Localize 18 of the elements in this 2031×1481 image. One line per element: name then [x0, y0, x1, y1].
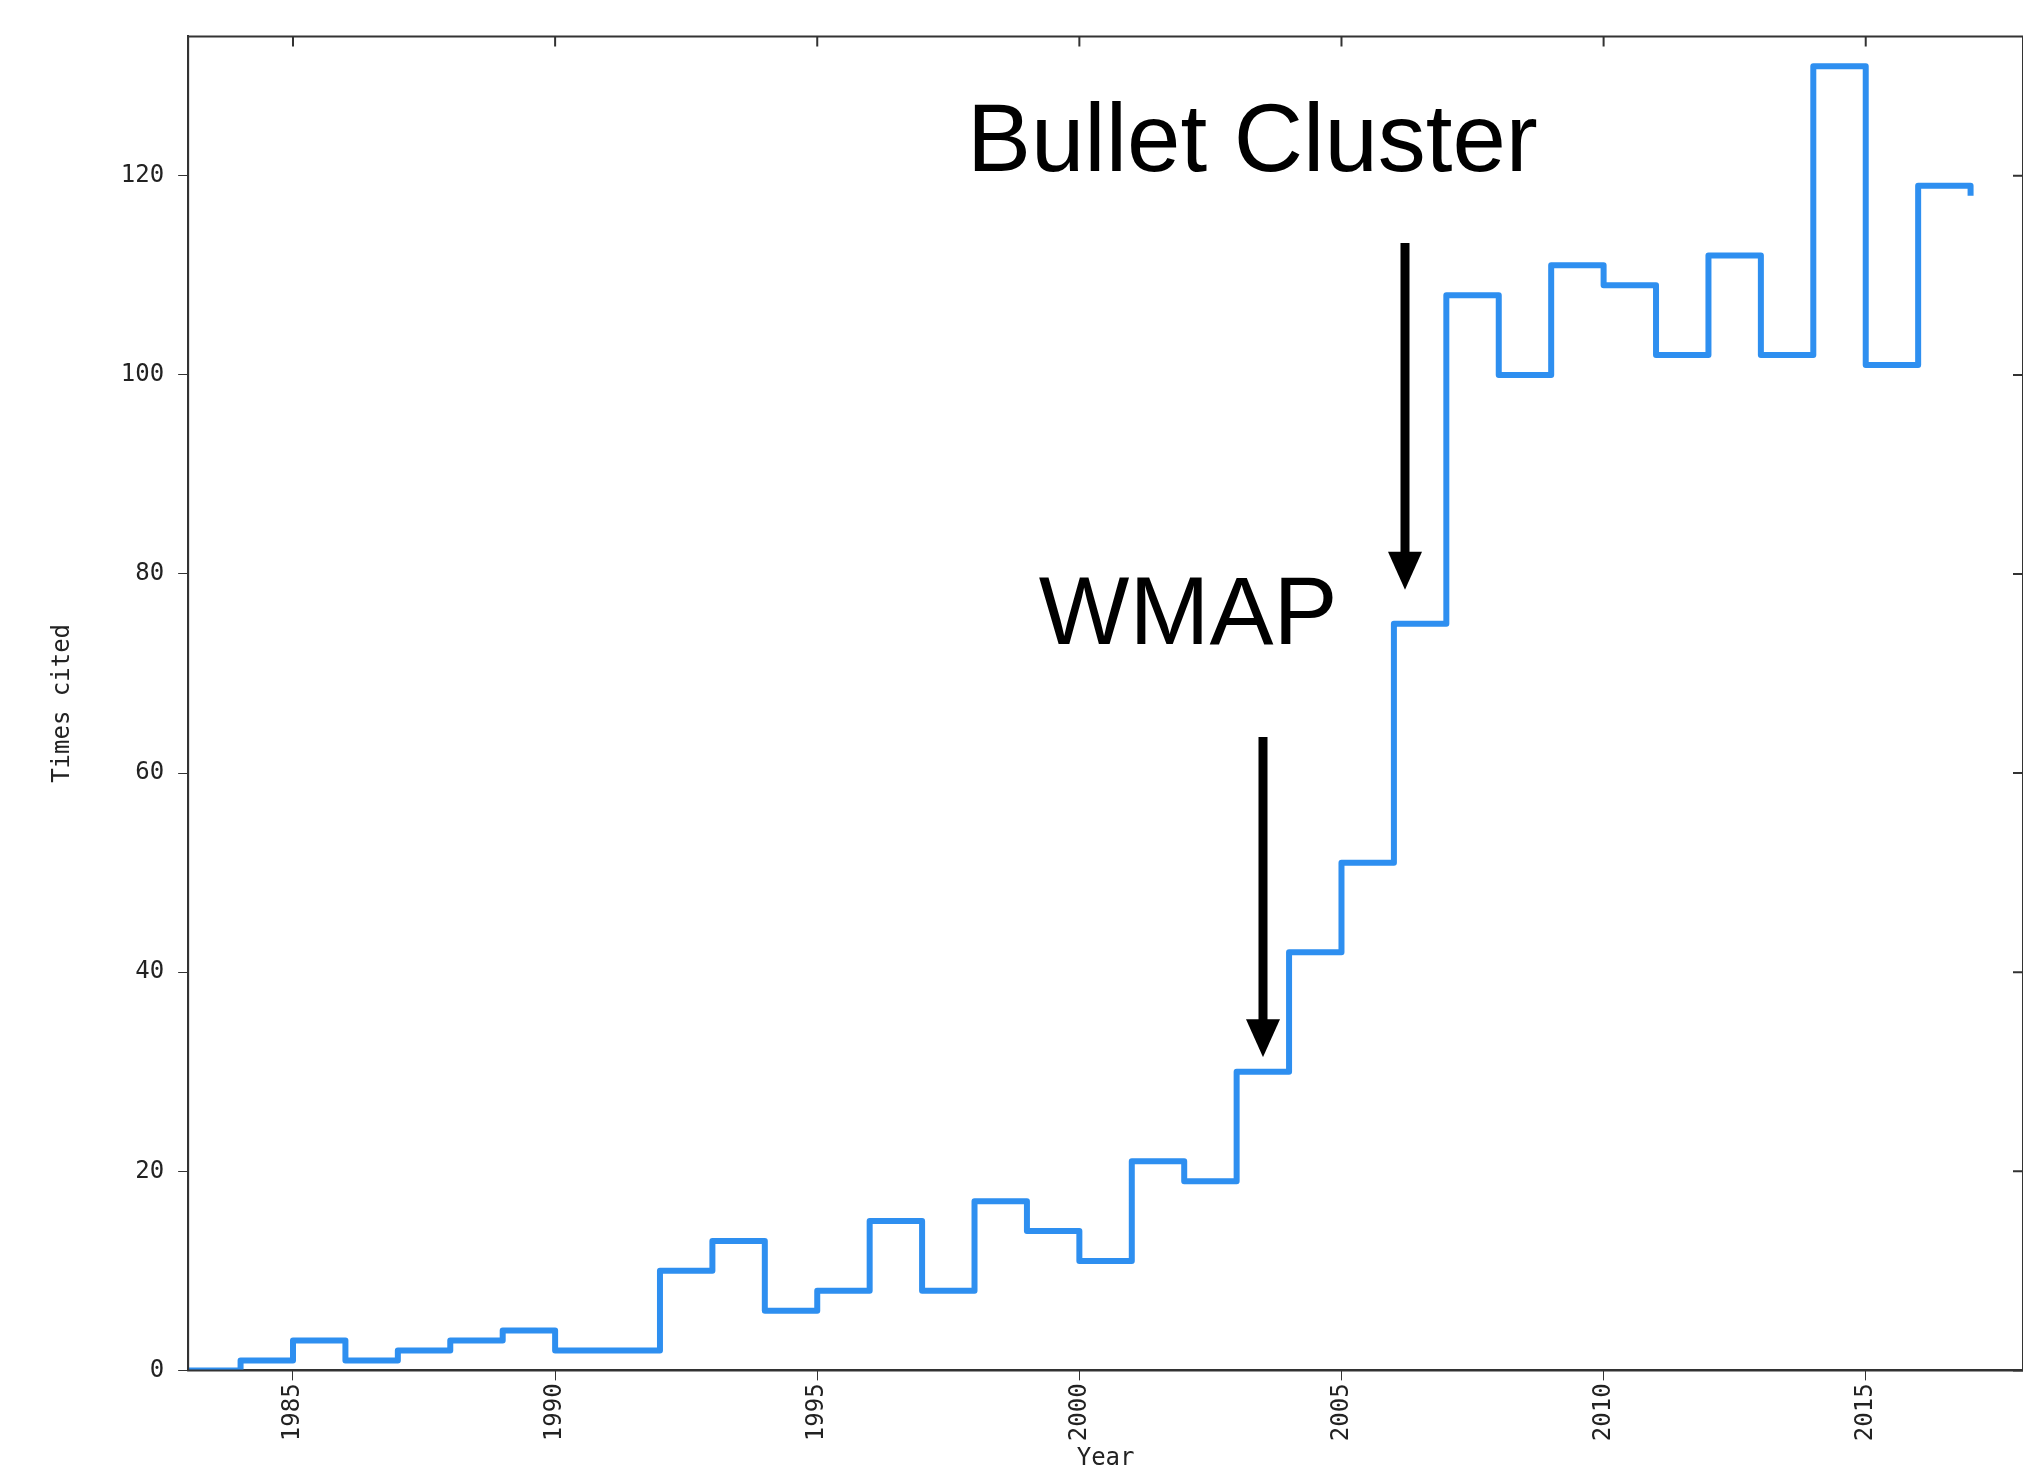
x-tick-label: 2010 [1587, 1383, 1616, 1442]
y-tick-label: 20 [135, 1155, 165, 1184]
y-tick-label: 60 [135, 757, 165, 786]
x-tick-label: 1990 [539, 1383, 568, 1442]
y-tick-label: 80 [135, 558, 165, 587]
x-tick-label: 1985 [277, 1383, 306, 1442]
y-tick-label: 100 [120, 359, 165, 388]
annotation: Bullet Cluster [966, 83, 1538, 191]
x-axis-title: Year [1076, 1442, 1135, 1471]
y-tick-label: 40 [135, 956, 165, 985]
y-tick-label: 120 [120, 160, 165, 189]
x-tick-label: 1995 [801, 1383, 830, 1442]
y-axis-title: Times cited [46, 623, 75, 783]
x-tick-label: 2000 [1063, 1383, 1092, 1442]
y-tick-label: 0 [149, 1354, 165, 1383]
annotation: WMAP [1038, 557, 1338, 665]
x-tick-label: 2005 [1325, 1383, 1354, 1442]
x-tick-label: 2015 [1849, 1383, 1878, 1442]
